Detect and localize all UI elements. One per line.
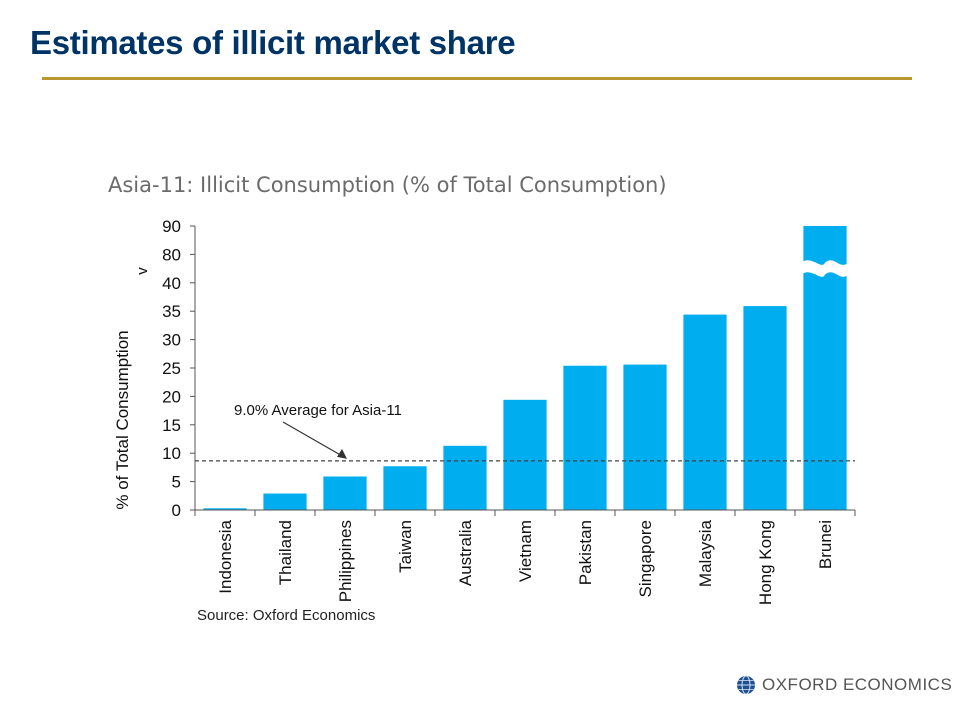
globe-icon: [737, 675, 755, 695]
x-tick-label: Hong Kong: [756, 520, 775, 605]
y-tick-label: 40: [162, 274, 181, 293]
annotation-arrowhead: [337, 448, 347, 459]
bars: [203, 226, 849, 510]
bar-malaysia: [683, 314, 727, 510]
axis-break-wave: [801, 260, 849, 277]
bar-australia: [443, 445, 487, 510]
y-axis-ticks: 0 5 10 15 20 25 30 35 40 80 90: [162, 217, 195, 520]
x-tick-label: Vietnam: [516, 520, 535, 582]
x-tick-label: Thailand: [276, 520, 295, 585]
chart-title: Asia-11: Illicit Consumption (% of Total…: [108, 173, 667, 197]
bar-pakistan: [563, 365, 607, 510]
x-tick-label: Pakistan: [576, 520, 595, 585]
y-tick-label: 25: [162, 359, 181, 378]
oxford-economics-logo: OXFORD ECONOMICS: [736, 675, 952, 695]
x-tick-label: Brunei: [816, 520, 835, 569]
y-tick-label: 90: [162, 217, 181, 236]
slide-title: Estimates of illicit market share: [30, 24, 516, 61]
x-tick-label: Philippines: [336, 520, 355, 602]
annotation-arrow: [282, 421, 343, 457]
y-tick-label: 10: [162, 444, 181, 463]
average-annotation-label: 9.0% Average for Asia-11: [234, 402, 402, 419]
y-tick-label: 35: [162, 302, 181, 321]
bar-singapore: [623, 364, 667, 510]
y-tick-label: 80: [162, 245, 181, 264]
bar-indonesia: [203, 508, 247, 510]
y-axis-label: % of Total Consumption: [113, 330, 132, 509]
y-tick-label: 20: [162, 387, 181, 406]
bar-philippines: [323, 476, 367, 510]
bar-taiwan: [383, 466, 427, 510]
y-tick-label: 0: [172, 501, 181, 520]
x-tick-label: Singapore: [636, 520, 655, 598]
x-tick-label: Taiwan: [396, 520, 415, 573]
bar-thailand: [263, 493, 307, 510]
x-tick-label: Australia: [456, 519, 475, 586]
y-tick-label: 30: [162, 331, 181, 350]
source-note: Source: Oxford Economics: [197, 607, 376, 624]
x-tick-label: Malaysia: [696, 519, 715, 587]
bar-vietnam: [503, 399, 547, 510]
y-tick-label: 5: [172, 473, 181, 492]
bar-hong-kong: [743, 306, 787, 510]
x-axis-labels: Indonesia Thailand Philippines Taiwan Austra…: [194, 510, 856, 605]
title-divider: [42, 77, 912, 80]
y-tick-label: 15: [162, 416, 181, 435]
x-tick-label: Indonesia: [216, 519, 235, 593]
axis-break-symbol: v: [134, 267, 151, 275]
logo-text: OXFORD ECONOMICS: [762, 675, 953, 694]
